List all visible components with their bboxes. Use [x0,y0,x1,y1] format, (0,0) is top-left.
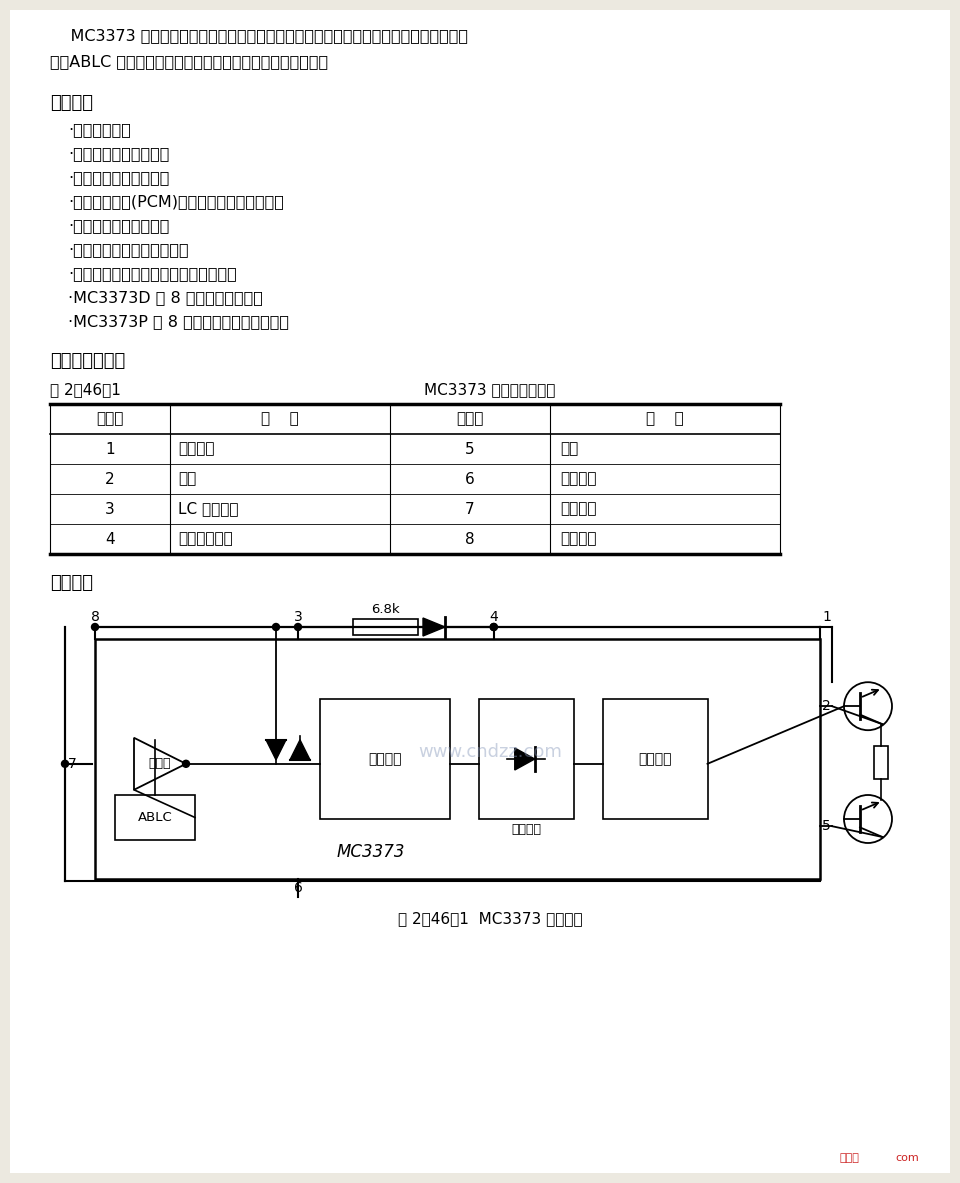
Text: 接地: 接地 [560,441,578,457]
Circle shape [295,623,301,631]
Text: 6: 6 [466,472,475,486]
Text: com: com [895,1153,919,1163]
Text: www.cndzz.com: www.cndzz.com [418,743,562,761]
Bar [353,619,418,635]
Text: 功    能: 功 能 [646,412,684,427]
Polygon shape [515,748,535,770]
Text: 8: 8 [466,531,475,547]
Text: ·能在窄频带及低噪声调谐电路下工作。: ·能在窄频带及低噪声调谐电路下工作。 [68,266,237,282]
Circle shape [491,623,497,631]
Text: 1: 1 [822,610,830,623]
Bar [115,795,195,840]
Text: 逻辑框图: 逻辑框图 [50,574,93,592]
Text: 引脚符号及功能: 引脚符号及功能 [50,353,125,370]
Text: 表 2－46－1: 表 2－46－1 [50,382,121,397]
Text: 7: 7 [68,757,77,771]
Bar [603,699,708,819]
Polygon shape [290,739,310,759]
Text: ABLC: ABLC [137,812,173,825]
Text: 引脚号: 引脚号 [96,412,124,427]
Text: 6: 6 [294,881,302,896]
Text: 移相电路: 移相电路 [368,752,401,767]
Circle shape [182,761,189,768]
Text: 5: 5 [822,819,830,833]
Text: 增益调整: 增益调整 [560,472,596,486]
Text: 4: 4 [490,610,498,623]
Circle shape [273,623,279,631]
Bar [875,745,888,780]
Text: 峰值检波: 峰值检波 [512,823,541,836]
Bar [95,639,820,879]
Text: 2: 2 [822,699,830,713]
Text: 3: 3 [294,610,302,623]
Text: 6.8k: 6.8k [372,603,399,616]
Text: ·MC3373P 为 8 脚双列直插式塑料封装。: ·MC3373P 为 8 脚双列直插式塑料封装。 [68,313,289,329]
Text: 外接电源: 外接电源 [560,531,596,547]
Text: 信号输入: 信号输入 [560,502,596,517]
Text: 引脚号: 引脚号 [456,412,484,427]
Text: 技术特点: 技术特点 [50,93,93,112]
Text: ·静态电流小。: ·静态电流小。 [68,122,131,137]
Text: MC3373 引脚符号及功能: MC3373 引脚符号及功能 [424,382,556,397]
Text: 7: 7 [466,502,475,517]
Text: LC 振荡回路: LC 振荡回路 [178,502,238,517]
Polygon shape [266,739,286,759]
Text: 滤波: 滤波 [178,472,196,486]
Circle shape [61,761,68,768]
Text: ·便于与遥控微处理器接口。: ·便于与遥控微处理器接口。 [68,243,188,257]
Bar [479,699,574,819]
Text: 整形电路: 整形电路 [638,752,672,767]
Text: ·体积小，外围元件少。: ·体积小，外围元件少。 [68,218,169,233]
Text: MC3373 是红外线遥控接收前置放大和编码信号预处理集成电路。内部电路由输入放大: MC3373 是红外线遥控接收前置放大和编码信号预处理集成电路。内部电路由输入放… [50,28,468,43]
Text: 放大器: 放大器 [149,757,171,770]
Polygon shape [423,618,445,636]
Text: ·工作电源电压范围宽。: ·工作电源电压范围宽。 [68,146,169,161]
Text: MC3373: MC3373 [336,843,405,861]
Text: 5: 5 [466,441,475,457]
Text: 1: 1 [106,441,115,457]
Text: ·脉冲编码调制(PCM)及解调采用包络线检波。: ·脉冲编码调制(PCM)及解调采用包络线检波。 [68,194,284,209]
Text: 3: 3 [106,502,115,517]
Bar [320,699,449,819]
Text: 峰值检测门槛: 峰值检测门槛 [178,531,232,547]
Text: ·MC3373D 为 8 脚扁平塑料封装。: ·MC3373D 为 8 脚扁平塑料封装。 [68,290,263,305]
Circle shape [91,623,99,631]
Text: 信号输出: 信号输出 [178,441,214,457]
Text: 器、ABLC 电路、移相电路、峰值检波器和整形电路等组成。: 器、ABLC 电路、移相电路、峰值检波器和整形电路等组成。 [50,54,328,69]
Text: 功    能: 功 能 [261,412,299,427]
Text: 8: 8 [91,610,100,623]
Text: 2: 2 [106,472,115,486]
Text: 接线图: 接线图 [840,1153,860,1163]
Circle shape [491,623,497,631]
Text: 图 2－46－1  MC3373 逻辑框图: 图 2－46－1 MC3373 逻辑框图 [397,911,583,926]
Text: ·前置放大电路增益高。: ·前置放大电路增益高。 [68,170,169,185]
Text: 4: 4 [106,531,115,547]
